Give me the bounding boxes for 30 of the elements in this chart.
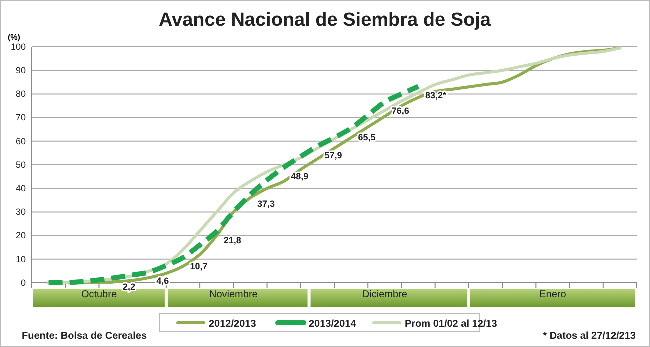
data-label: 4,6: [156, 276, 170, 286]
data-label: 21,8: [224, 236, 242, 246]
data-label: 83,2*: [426, 90, 448, 101]
legend-label: Prom 01/02 al 12/13: [405, 319, 498, 330]
y-tick-label: 90: [16, 65, 26, 76]
x-tick-label: Noviembre: [209, 290, 258, 300]
y-tick-label: 50: [16, 160, 26, 170]
data-label: 65,5: [358, 132, 376, 142]
source-note: Fuente: Bolsa de Cereales: [22, 331, 148, 342]
y-tick-label: 100: [10, 42, 26, 52]
y-tick-label: 80: [16, 89, 26, 100]
y-tick-label: 20: [16, 230, 26, 241]
data-label: 57,9: [324, 150, 342, 160]
x-tick-label: Diciembre: [362, 290, 408, 300]
data-label: 10,7: [190, 262, 208, 272]
text: * Datos al 27/12/213: [543, 331, 636, 342]
data-label: 37,3: [257, 198, 276, 209]
y-tick-label: 40: [16, 183, 26, 194]
y-tick-label: 30: [16, 207, 26, 218]
y-axis-title: (%): [8, 33, 21, 42]
chart-title: Avance Nacional de Siembra de Soja: [159, 10, 492, 31]
data-label: 48,9: [291, 172, 309, 182]
x-tick-label: Enero: [540, 290, 567, 300]
legend-label: 2012/2013: [209, 319, 257, 330]
legend-label: 2013/2014: [309, 319, 357, 330]
x-tick-label: Octubre: [81, 290, 118, 300]
y-tick-label: 10: [16, 254, 26, 264]
y-tick-label: 0: [20, 278, 26, 288]
y-tick-label: 70: [16, 112, 26, 123]
y-tick-label: 60: [16, 136, 26, 146]
